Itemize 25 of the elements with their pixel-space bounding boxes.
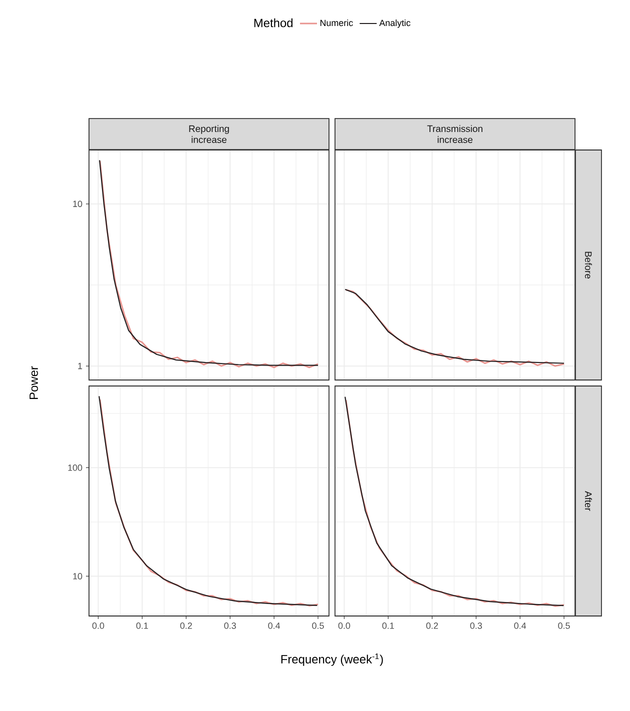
y-axis-title: Power [30, 366, 38, 399]
x-tick-label: 0.1 [382, 622, 394, 629]
x-tick-label: 0.0 [338, 622, 350, 629]
legend-label: Analytic [379, 19, 410, 28]
chart-title: Transmission increase [427, 125, 482, 143]
x-tick-label: 0.1 [136, 622, 148, 629]
y2-axis-title: After [584, 491, 592, 511]
x-tick-label: 0.0 [92, 622, 104, 629]
y2-axis-title: Before [584, 252, 592, 279]
x-tick-label: 0.2 [180, 622, 192, 629]
y-tick-label: 1 [78, 362, 82, 370]
x-tick-label: 0.3 [224, 622, 236, 629]
y-tick-label: 10 [73, 200, 82, 208]
x-tick-label: 0.2 [426, 622, 438, 629]
y-tick-label: 100 [68, 464, 82, 471]
x-tick-label: 0.4 [268, 622, 280, 629]
chart-title: Reporting increase [189, 125, 229, 143]
y-tick-label: 10 [73, 573, 82, 580]
x-axis-title: Frequency (week$^{-1}$) [281, 654, 383, 666]
x-tick-label: 0.5 [558, 622, 570, 629]
legend-label: Numeric [320, 19, 353, 26]
x-tick-label: 0.4 [514, 622, 526, 629]
legend-title: Method [254, 18, 292, 28]
x-tick-label: 0.5 [312, 622, 324, 629]
x-tick-label: 0.3 [470, 622, 482, 629]
